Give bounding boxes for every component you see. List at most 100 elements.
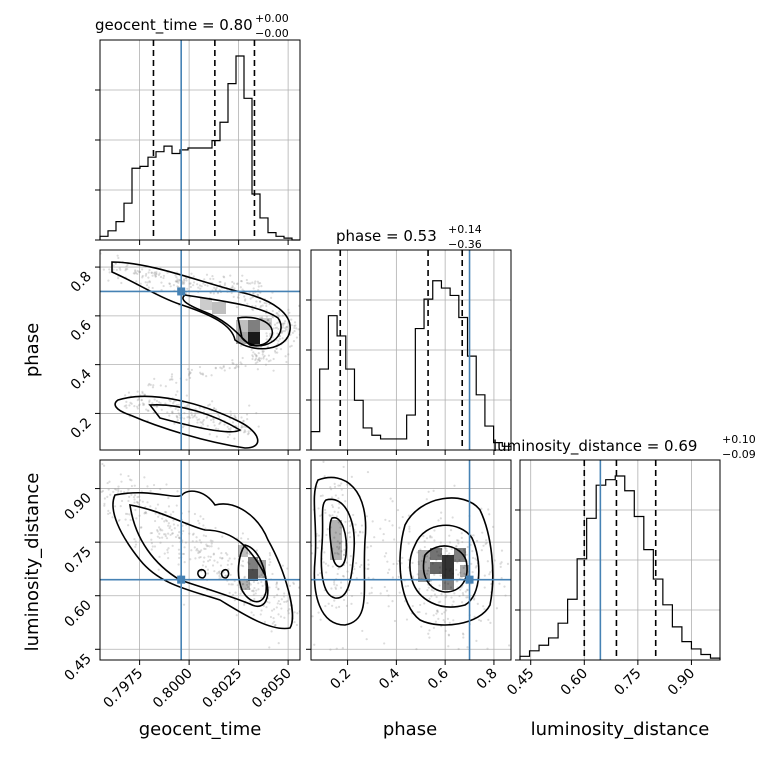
distance-vs-phase-sample-point bbox=[408, 525, 411, 528]
distance-vs-time-sample-point bbox=[204, 534, 208, 538]
distance-vs-phase-sample-point bbox=[489, 621, 492, 624]
phase-vs-time-sample-point bbox=[240, 416, 243, 419]
phase-vs-time-sample-point bbox=[117, 256, 120, 260]
distance-vs-phase-sample-point bbox=[308, 591, 310, 593]
phase-vs-time-sample-point bbox=[249, 297, 252, 300]
distance-vs-time-sample-point bbox=[199, 555, 202, 559]
distance-vs-time-sample-point bbox=[275, 606, 278, 609]
phase-vs-time-sample-point bbox=[256, 280, 259, 283]
distance-vs-phase-contour bbox=[313, 476, 367, 626]
phase-vs-time-sample-point bbox=[254, 362, 257, 365]
phase-vs-time-sample-point bbox=[172, 400, 176, 403]
distance-vs-time-sample-point bbox=[252, 580, 256, 583]
distance-vs-phase-sample-point bbox=[462, 636, 465, 639]
distance-vs-time-sample-point bbox=[171, 544, 174, 547]
distance-vs-phase-sample-point bbox=[401, 515, 404, 519]
distance-vs-time-sample-point bbox=[143, 512, 146, 515]
distance-vs-phase-sample-point bbox=[337, 605, 341, 608]
phase-vs-time-sample-point bbox=[214, 367, 217, 370]
distance-vs-phase-sample-point bbox=[411, 604, 414, 608]
phase-vs-time-sample-point bbox=[151, 286, 154, 290]
phase-vs-time-sample-point bbox=[186, 403, 189, 407]
distance-vs-time-sample-point bbox=[221, 535, 224, 538]
phase-vs-time-sample-point bbox=[178, 278, 181, 282]
phase-vs-time-sample-point bbox=[293, 321, 297, 324]
phase-vs-time-sample-point bbox=[290, 318, 293, 321]
distance-vs-time-sample-point bbox=[150, 548, 153, 551]
phase-vs-time-sample-point bbox=[136, 269, 139, 273]
phase-vs-time-sample-point bbox=[208, 433, 211, 436]
distance-vs-time-sample-point bbox=[133, 501, 136, 504]
phase-vs-time-sample-point bbox=[249, 282, 252, 285]
distance-vs-phase-sample-point bbox=[473, 597, 476, 600]
phase-vs-time-sample-point bbox=[282, 322, 285, 325]
distance-vs-time-sample-point bbox=[140, 526, 143, 529]
distance-vs-phase-sample-point bbox=[533, 538, 535, 540]
distance-vs-time-sample-point bbox=[279, 602, 282, 606]
distance-vs-time-sample-point bbox=[213, 570, 216, 573]
phase-vs-time-sample-point bbox=[245, 413, 249, 416]
distance-vs-phase-sample-point bbox=[323, 475, 326, 478]
distance-vs-phase-sample-point bbox=[426, 569, 429, 572]
phase-vs-time-sample-point bbox=[276, 342, 280, 345]
phase-vs-time-sample-point bbox=[168, 282, 171, 285]
phase-vs-time-sample-point bbox=[231, 421, 235, 424]
distance-vs-time-sample-point bbox=[158, 532, 161, 535]
distance-vs-time-sample-point bbox=[134, 545, 137, 548]
phase-vs-time-sample-point bbox=[188, 372, 192, 375]
y-tick-label: 0.45 bbox=[61, 651, 94, 684]
phase-vs-time-sample-point bbox=[242, 420, 245, 423]
phase-vs-time-sample-point bbox=[246, 302, 249, 305]
phase-vs-time-sample-point bbox=[245, 278, 248, 282]
distance-vs-time-sample-point bbox=[156, 503, 160, 506]
distance-vs-time-sample-point bbox=[167, 557, 170, 560]
distance-vs-time-sample-point bbox=[219, 556, 222, 559]
phase-vs-time-sample-point bbox=[239, 361, 242, 364]
phase-vs-time-sample-point bbox=[251, 357, 254, 361]
distance-vs-time-sample-point bbox=[238, 586, 241, 589]
x-axis-label-geocent-time: geocent_time bbox=[139, 719, 262, 740]
distance-vs-phase-sample-point bbox=[316, 573, 320, 576]
distance-vs-phase-sample-point bbox=[485, 539, 488, 542]
distance-vs-phase-sample-point bbox=[432, 626, 436, 629]
distance-vs-time-sample-point bbox=[168, 526, 171, 530]
distance-vs-time-sample-point bbox=[161, 529, 164, 532]
phase-vs-time-sample-point bbox=[141, 274, 144, 278]
phase-vs-time-sample-point bbox=[192, 281, 196, 284]
x-tick-label: 0.8025 bbox=[199, 666, 245, 712]
phase-vs-time-sample-point bbox=[285, 328, 288, 331]
luminosity-distance-histogram-line bbox=[519, 475, 721, 660]
phase-vs-time-sample-point bbox=[277, 315, 281, 318]
phase-vs-time-sample-point bbox=[141, 402, 145, 405]
phase-vs-time-sample-point bbox=[233, 367, 236, 370]
distance-vs-time-sample-point bbox=[167, 547, 170, 550]
distance-vs-time-sample-point bbox=[108, 480, 111, 483]
phase-vs-time-sample-point bbox=[276, 312, 279, 315]
distance-vs-phase-sample-point bbox=[432, 589, 435, 592]
phase-vs-time-sample-point bbox=[124, 394, 127, 397]
phase-vs-time-sample-point bbox=[209, 418, 213, 422]
distance-vs-phase-sample-point bbox=[341, 647, 344, 650]
phase-vs-time-sample-point bbox=[229, 274, 232, 277]
distance-vs-time-sample-point bbox=[295, 623, 299, 627]
distance-vs-phase-density-cell bbox=[330, 520, 342, 560]
phase-vs-time-sample-point bbox=[141, 390, 144, 393]
distance-vs-phase-sample-point bbox=[455, 545, 458, 548]
phase-vs-time-sample-point bbox=[287, 308, 290, 311]
distance-vs-phase-sample-point bbox=[488, 513, 491, 516]
phase-vs-time-sample-point bbox=[170, 373, 174, 376]
distance-vs-time-sample-point bbox=[229, 573, 232, 577]
distance-vs-phase-sample-point bbox=[491, 525, 495, 528]
phase-vs-time-sample-point bbox=[141, 392, 144, 395]
phase-vs-time-sample-point bbox=[176, 418, 179, 422]
distance-vs-time-sample-point bbox=[167, 496, 170, 500]
distance-vs-time-sample-point bbox=[245, 551, 249, 554]
x-tick-label: 0.8 bbox=[474, 666, 501, 693]
distance-vs-time-sample-point bbox=[132, 496, 136, 499]
phase-vs-time-sample-point bbox=[258, 282, 262, 285]
geocent-time-histogram-line bbox=[99, 55, 300, 241]
phase-vs-time-sample-point bbox=[177, 281, 180, 284]
distance-vs-phase-sample-point bbox=[446, 617, 450, 621]
phase-vs-time-sample-point bbox=[297, 328, 300, 331]
distance-vs-phase-sample-point bbox=[346, 531, 349, 535]
